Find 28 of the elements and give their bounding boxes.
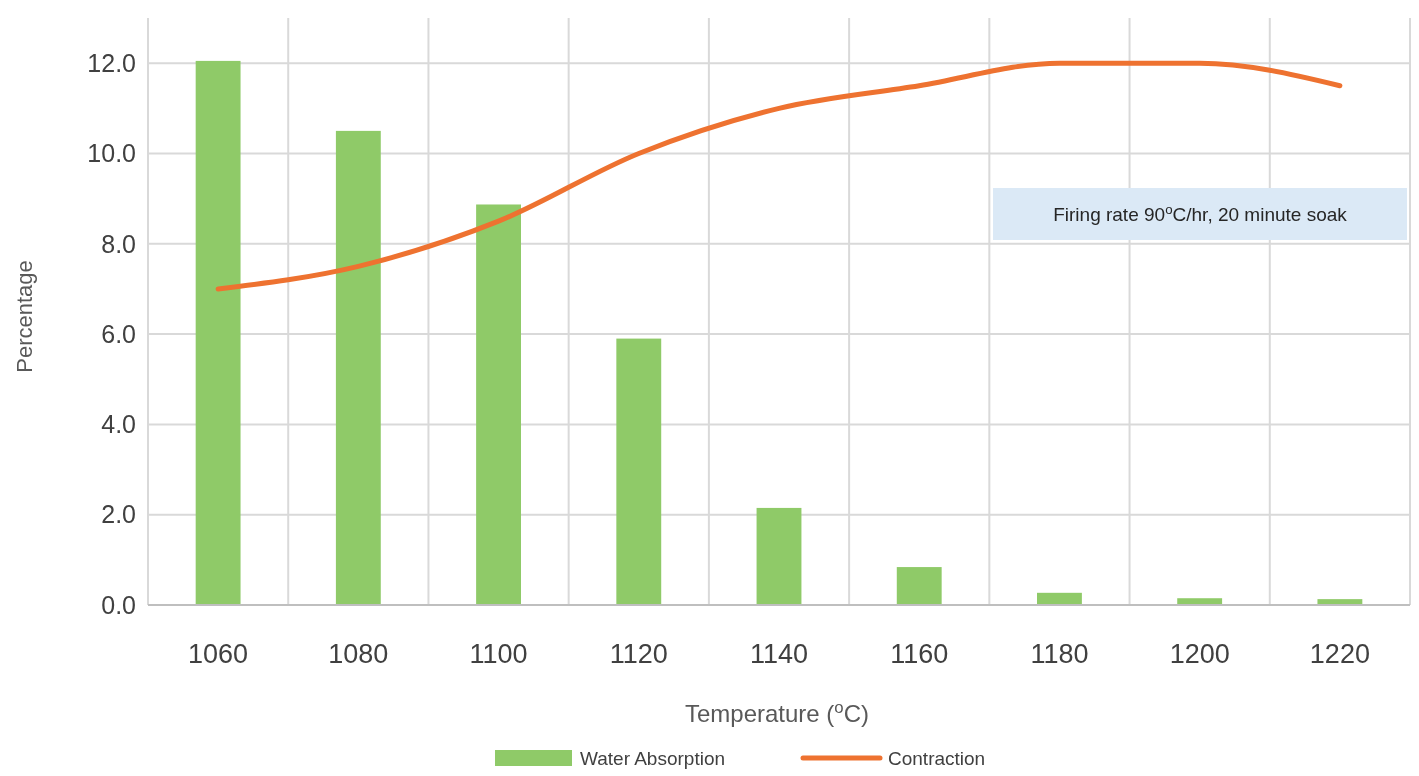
legend-label: Contraction [888, 747, 986, 769]
x-tick-label: 1220 [1309, 639, 1370, 669]
bar [476, 204, 521, 605]
y-axis-title: Percentage [12, 260, 37, 373]
y-tick-label: 6.0 [101, 319, 136, 348]
bar [616, 338, 662, 605]
x-tick-label: 1120 [609, 639, 668, 669]
x-tick-label: 1100 [469, 639, 528, 669]
y-tick-label: 10.0 [87, 139, 136, 168]
annotation: Firing rate 90$^{o}$C/hr, 20 minute soak [1053, 201, 1348, 225]
x-tick-label: 1200 [1169, 639, 1230, 669]
x-axis-title: Temperature ($^{o}$C) [684, 697, 870, 727]
x-tick-label: 1180 [1030, 639, 1089, 669]
y-tick-label: 2.0 [101, 500, 136, 529]
bar [756, 507, 802, 605]
bar [1037, 592, 1082, 605]
legend-label: Water Absorption [580, 747, 726, 769]
bar [335, 130, 381, 605]
y-tick-label: 8.0 [101, 229, 136, 258]
bar [195, 60, 241, 605]
x-tick-label: 1060 [188, 639, 249, 669]
y-tick-label: 4.0 [101, 410, 136, 439]
y-tick-label: 12.0 [87, 48, 136, 77]
x-tick-label: 1160 [890, 639, 949, 669]
x-tick-label: 1080 [328, 639, 389, 669]
bar [896, 567, 942, 605]
x-tick-label: 1140 [749, 639, 809, 669]
y-tick-label: 0.0 [101, 590, 136, 619]
